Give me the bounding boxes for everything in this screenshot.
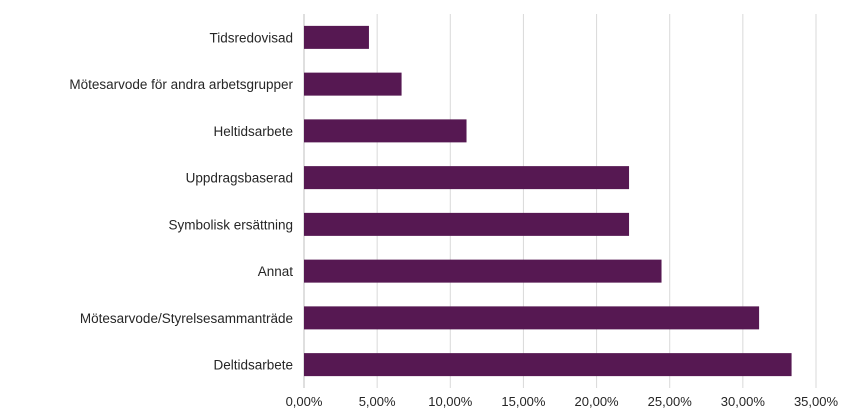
bars <box>304 25 792 377</box>
x-tick-label: 10,00% <box>428 394 473 409</box>
x-tick-label: 15,00% <box>501 394 546 409</box>
bar <box>304 166 630 190</box>
bar <box>304 25 369 49</box>
category-label: Deltidsarbete <box>213 358 293 373</box>
x-tick-label: 0,00% <box>286 394 323 409</box>
category-label: Tidsredovisad <box>209 30 293 45</box>
category-label: Annat <box>258 264 294 279</box>
x-tick-label: 5,00% <box>359 394 396 409</box>
bar <box>304 353 792 377</box>
x-tick-label: 20,00% <box>575 394 620 409</box>
category-label: Mötesarvode/Styrelsesammanträde <box>80 311 293 326</box>
bar <box>304 306 760 330</box>
category-labels: Tidsredovisad Mötesarvode för andra arbet… <box>69 30 293 372</box>
category-label: Uppdragsbaserad <box>186 171 293 186</box>
category-label: Heltidsarbete <box>213 124 293 139</box>
x-tick-label: 25,00% <box>648 394 693 409</box>
x-tick-label: 30,00% <box>721 394 766 409</box>
bar <box>304 119 467 143</box>
bar <box>304 259 662 283</box>
x-tick-labels: 0,00% 5,00% 10,00% 15,00% 20,00% 25,00% 30,00%… <box>286 394 839 409</box>
bar <box>304 72 402 96</box>
grid-lines <box>303 14 817 388</box>
x-tick-label: 35,00% <box>794 394 839 409</box>
category-label: Mötesarvode för andra arbetsgrupper <box>69 77 293 92</box>
category-label: Symbolisk ersättning <box>168 217 293 232</box>
bar <box>304 212 630 236</box>
